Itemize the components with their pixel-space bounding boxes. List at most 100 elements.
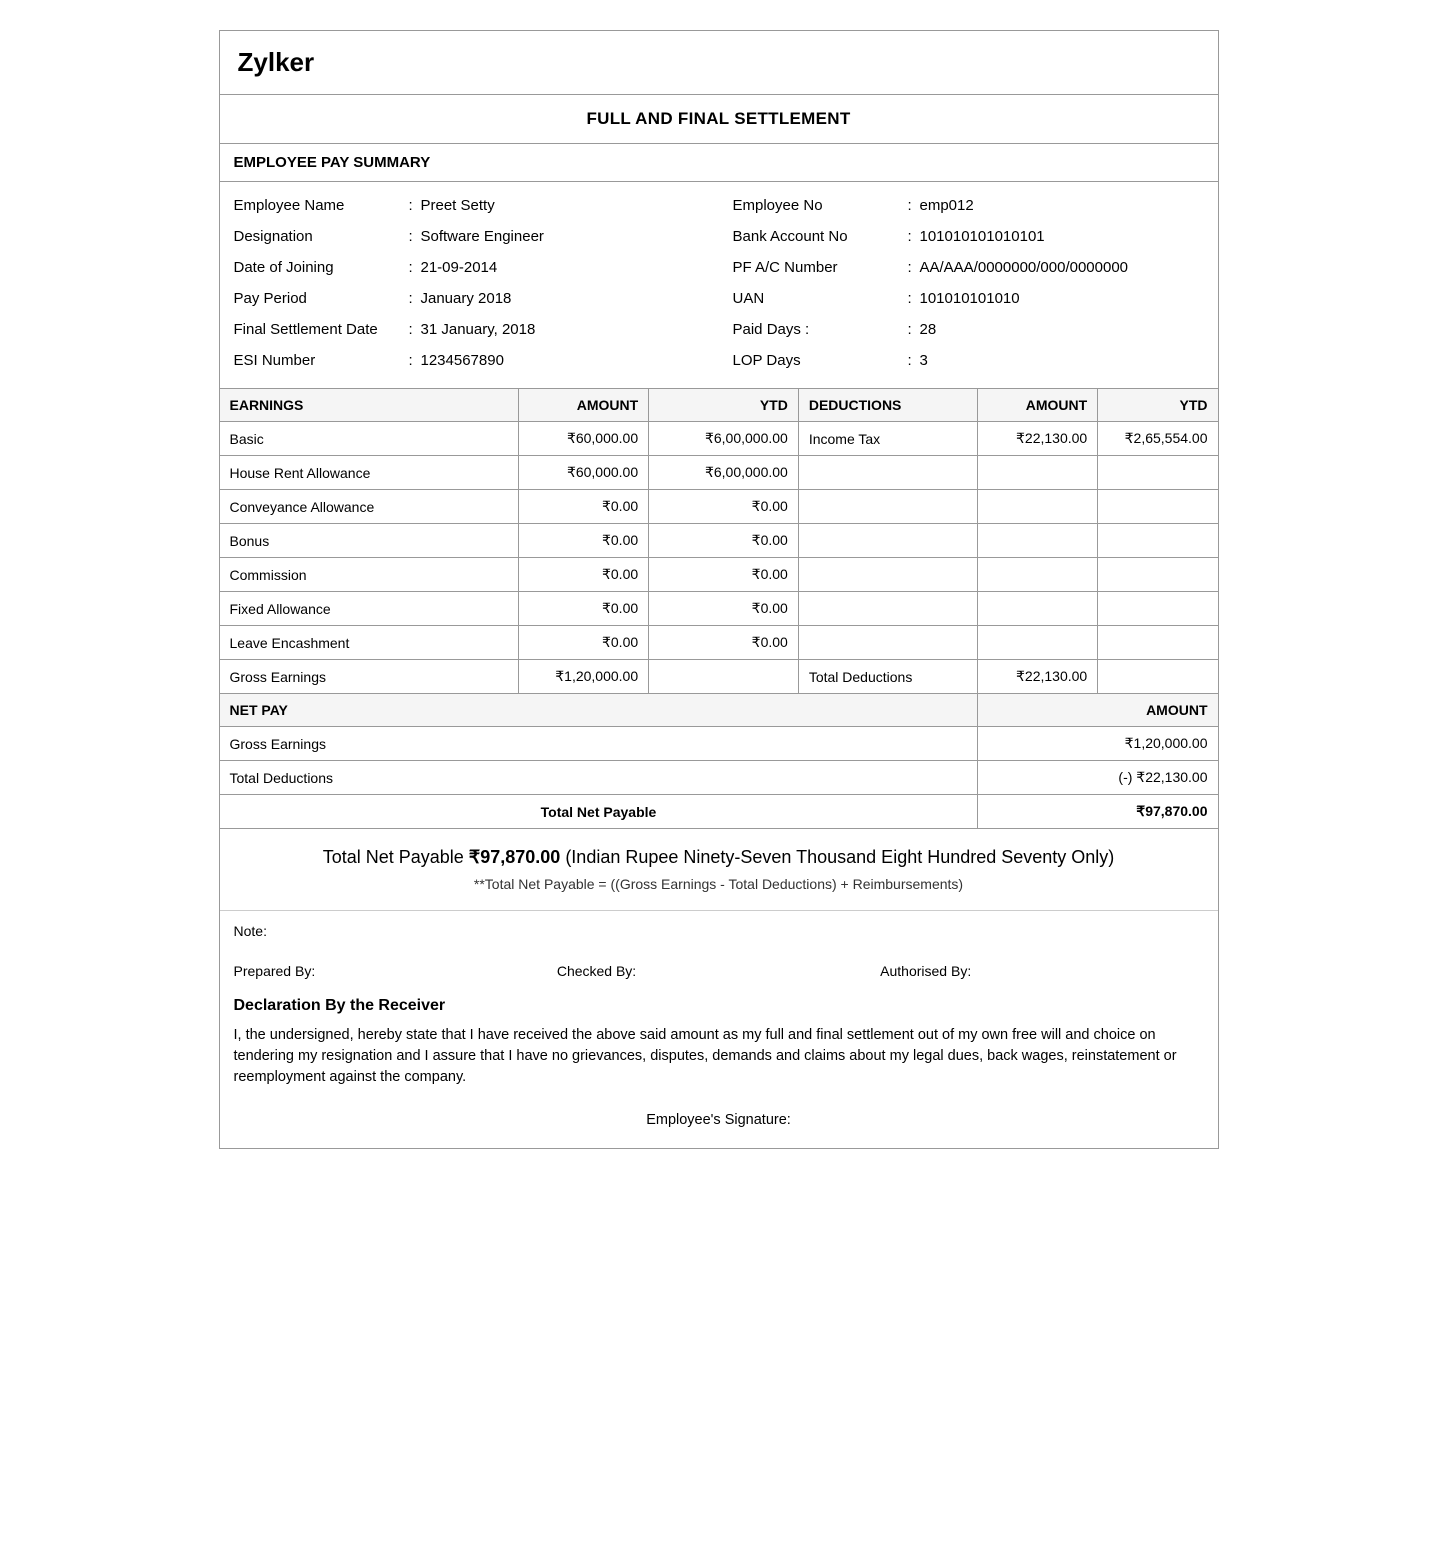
netpay-table: NET PAY AMOUNT Gross Earnings₹1,20,000.0… xyxy=(220,694,1218,829)
earning-amount: ₹60,000.00 xyxy=(519,456,649,490)
deductions-header: DEDUCTIONS xyxy=(798,389,978,422)
summary-label: ESI Number xyxy=(234,352,409,369)
summary-label: Employee Name xyxy=(234,197,409,214)
summary-section-title: EMPLOYEE PAY SUMMARY xyxy=(220,144,1218,182)
earning-name: Conveyance Allowance xyxy=(220,490,519,524)
netpay-row-value: (-) ₹22,130.00 xyxy=(978,761,1218,795)
employee-summary: Employee Name:Preet Setty Designation:So… xyxy=(220,182,1218,389)
formula-note: **Total Net Payable = ((Gross Earnings -… xyxy=(234,868,1204,906)
summary-value: 3 xyxy=(920,352,1204,369)
summary-right-column: Employee No:emp012 Bank Account No:10101… xyxy=(719,190,1218,376)
deduction-name xyxy=(798,524,978,558)
summary-value: 101010101010 xyxy=(920,290,1204,307)
summary-row: Paid Days ::28 xyxy=(719,314,1218,345)
summary-label: Designation xyxy=(234,228,409,245)
summary-label: Paid Days : xyxy=(733,321,908,338)
earning-amount: ₹0.00 xyxy=(519,524,649,558)
deduction-ytd xyxy=(1098,524,1218,558)
earning-amount: ₹0.00 xyxy=(519,490,649,524)
deduction-amount xyxy=(978,490,1098,524)
summary-row: Designation:Software Engineer xyxy=(220,221,719,252)
summary-row: Employee No:emp012 xyxy=(719,190,1218,221)
summary-row: Employee Name:Preet Setty xyxy=(220,190,719,221)
summary-value: Preet Setty xyxy=(421,197,705,214)
authorised-by: Authorised By: xyxy=(880,963,1203,979)
table-row: Commission₹0.00₹0.00 xyxy=(220,558,1218,592)
table-row: Fixed Allowance₹0.00₹0.00 xyxy=(220,592,1218,626)
summary-row: PF A/C Number:AA/AAA/0000000/000/0000000 xyxy=(719,252,1218,283)
summary-row: Bank Account No:101010101010101 xyxy=(719,221,1218,252)
summary-value: 101010101010101 xyxy=(920,228,1204,245)
netpay-header-label: NET PAY xyxy=(220,694,978,727)
deduction-ytd xyxy=(1098,490,1218,524)
deduction-ytd xyxy=(1098,592,1218,626)
summary-value: emp012 xyxy=(920,197,1204,214)
summary-row: ESI Number:1234567890 xyxy=(220,345,719,376)
summary-label: Bank Account No xyxy=(733,228,908,245)
summary-label: Pay Period xyxy=(234,290,409,307)
netpay-row-label: Total Deductions xyxy=(220,761,978,795)
netpay-row-value: ₹1,20,000.00 xyxy=(978,727,1218,761)
netpay-row: Total Deductions(-) ₹22,130.00 xyxy=(220,761,1218,795)
netpay-row-label: Gross Earnings xyxy=(220,727,978,761)
summary-row: Date of Joining:21-09-2014 xyxy=(220,252,719,283)
amount-header: AMOUNT xyxy=(519,389,649,422)
earning-amount: ₹0.00 xyxy=(519,558,649,592)
table-totals-row: Gross Earnings ₹1,20,000.00 Total Deduct… xyxy=(220,660,1218,694)
summary-label: LOP Days xyxy=(733,352,908,369)
deduction-name xyxy=(798,592,978,626)
summary-row: UAN:101010101010 xyxy=(719,283,1218,314)
deduction-amount xyxy=(978,558,1098,592)
amount-in-words: Total Net Payable ₹97,870.00 (Indian Rup… xyxy=(234,847,1204,868)
employee-signature-label: Employee's Signature: xyxy=(220,1098,1218,1148)
deduction-amount-header: AMOUNT xyxy=(978,389,1098,422)
deduction-name xyxy=(798,626,978,660)
prepared-by: Prepared By: xyxy=(234,963,557,979)
words-suffix: (Indian Rupee Ninety-Seven Thousand Eigh… xyxy=(560,847,1114,867)
deduction-amount: ₹22,130.00 xyxy=(978,422,1098,456)
declaration-body: I, the undersigned, hereby state that I … xyxy=(220,1021,1218,1098)
summary-label: UAN xyxy=(733,290,908,307)
words-amount: ₹97,870.00 xyxy=(469,847,561,867)
deduction-ytd xyxy=(1098,626,1218,660)
summary-row: LOP Days:3 xyxy=(719,345,1218,376)
settlement-document: Zylker FULL AND FINAL SETTLEMENT EMPLOYE… xyxy=(219,30,1219,1149)
summary-value: Software Engineer xyxy=(421,228,705,245)
deduction-amount xyxy=(978,626,1098,660)
summary-label: Final Settlement Date xyxy=(234,321,409,338)
company-name: Zylker xyxy=(220,31,1218,95)
netpay-total-label: Total Net Payable xyxy=(220,795,978,829)
gross-earnings-label: Gross Earnings xyxy=(220,660,519,694)
earnings-deductions-table: EARNINGS AMOUNT YTD DEDUCTIONS AMOUNT YT… xyxy=(220,389,1218,694)
earnings-header: EARNINGS xyxy=(220,389,519,422)
table-row: Bonus₹0.00₹0.00 xyxy=(220,524,1218,558)
deduction-name xyxy=(798,558,978,592)
summary-value: AA/AAA/0000000/000/0000000 xyxy=(920,259,1204,276)
summary-label: Employee No xyxy=(733,197,908,214)
deduction-amount xyxy=(978,592,1098,626)
checked-by: Checked By: xyxy=(557,963,880,979)
earning-amount: ₹0.00 xyxy=(519,592,649,626)
ytd-header: YTD xyxy=(649,389,799,422)
earning-ytd: ₹0.00 xyxy=(649,524,799,558)
summary-value: 21-09-2014 xyxy=(421,259,705,276)
signature-row: Prepared By: Checked By: Authorised By: xyxy=(220,951,1218,991)
gross-earnings-value: ₹1,20,000.00 xyxy=(519,660,649,694)
amount-in-words-block: Total Net Payable ₹97,870.00 (Indian Rup… xyxy=(220,829,1218,910)
deduction-ytd xyxy=(1098,558,1218,592)
netpay-header: NET PAY AMOUNT xyxy=(220,694,1218,727)
summary-value: 1234567890 xyxy=(421,352,705,369)
summary-row: Final Settlement Date:31 January, 2018 xyxy=(220,314,719,345)
earning-name: Commission xyxy=(220,558,519,592)
deduction-ytd: ₹2,65,554.00 xyxy=(1098,422,1218,456)
earning-ytd: ₹0.00 xyxy=(649,592,799,626)
earning-name: House Rent Allowance xyxy=(220,456,519,490)
deduction-ytd xyxy=(1098,456,1218,490)
netpay-total-value: ₹97,870.00 xyxy=(978,795,1218,829)
words-prefix: Total Net Payable xyxy=(323,847,469,867)
table-row: Leave Encashment₹0.00₹0.00 xyxy=(220,626,1218,660)
total-deductions-label: Total Deductions xyxy=(798,660,978,694)
deduction-amount xyxy=(978,524,1098,558)
deduction-name xyxy=(798,490,978,524)
earning-name: Bonus xyxy=(220,524,519,558)
